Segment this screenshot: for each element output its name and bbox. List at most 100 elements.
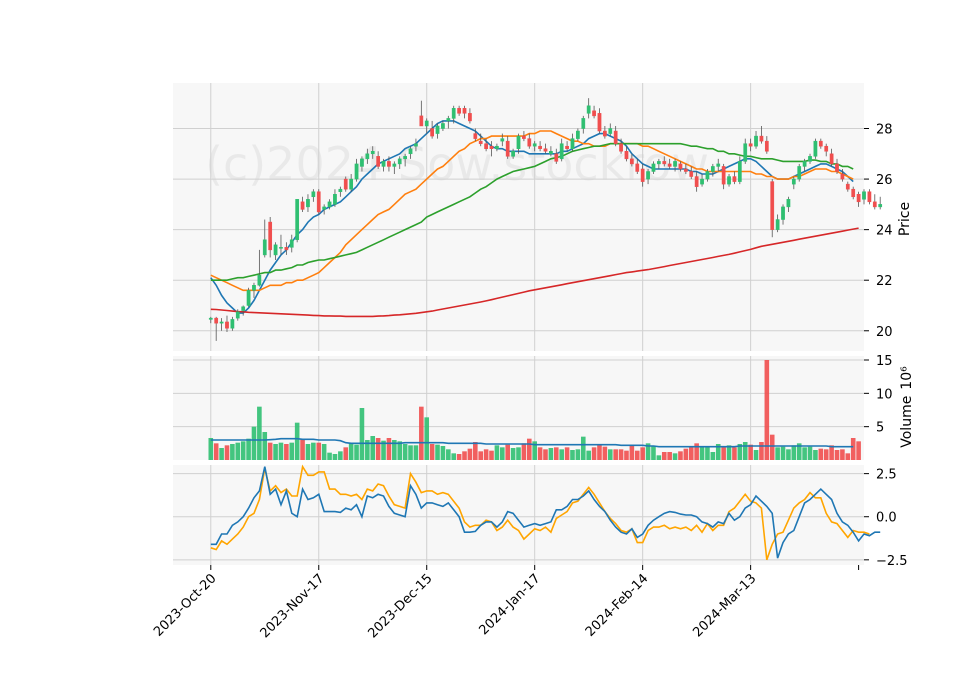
candle-body	[354, 163, 359, 180]
candle-body	[327, 201, 332, 208]
candle-body	[311, 191, 316, 198]
volume-bar	[726, 445, 732, 460]
candle-body	[705, 171, 710, 180]
candle-body	[306, 199, 310, 208]
volume-bar	[278, 442, 284, 460]
volume-bar	[624, 450, 629, 460]
candle-body	[727, 176, 731, 185]
x-tick-label: 2024-Feb-14	[583, 571, 652, 640]
candle-body	[543, 148, 548, 152]
candle-body	[581, 118, 586, 129]
volume-bar	[467, 448, 473, 460]
volume-bar	[591, 447, 597, 460]
volume-bar	[348, 442, 354, 460]
volume-bar	[456, 454, 462, 460]
volume-bar	[564, 447, 570, 460]
x-tick-label: 2023-Oct-20	[151, 571, 219, 639]
candle-body	[532, 143, 537, 147]
volume-bar	[710, 452, 716, 460]
volume-bar	[580, 436, 586, 460]
candle-body	[829, 153, 834, 165]
candle-body	[500, 138, 505, 142]
candle-body	[365, 153, 370, 160]
candle-body	[370, 151, 375, 155]
candle-body	[489, 145, 494, 149]
volume-bar	[262, 432, 268, 460]
volume-bar	[570, 450, 575, 460]
volume-bar	[213, 443, 219, 460]
volume-bar	[721, 446, 726, 460]
candle-body	[527, 138, 532, 147]
volume-bar	[332, 454, 338, 460]
candle-body	[300, 201, 305, 210]
x-tick-label: 2023-Nov-17	[258, 571, 328, 641]
y-tick-label: 10	[876, 387, 893, 402]
volume-average-line	[210, 437, 854, 448]
volume-bar	[575, 449, 581, 460]
candle-body	[786, 199, 791, 208]
volume-panel-background	[173, 356, 864, 460]
volume-bar	[715, 444, 721, 460]
volume-bar	[586, 450, 591, 460]
candle-body	[289, 239, 294, 248]
volume-bar	[240, 441, 246, 460]
volume-bar	[602, 446, 608, 460]
volume-bar	[823, 449, 829, 460]
candle-body	[462, 108, 467, 114]
candle-body	[230, 319, 235, 329]
candlesticks	[208, 98, 883, 341]
volume-bar	[613, 449, 618, 460]
candle-body	[770, 181, 775, 230]
volume-bar	[408, 445, 413, 460]
volume-bar	[219, 448, 224, 460]
candle-body	[376, 156, 381, 167]
volume-bar	[224, 445, 230, 460]
volume-bar	[386, 438, 392, 460]
price-panel: (c)2024 Sow.stockrow 20 22 24 26 28 Price	[173, 83, 913, 351]
indicator-grid	[173, 465, 864, 565]
candle-body	[662, 161, 667, 165]
candle-body	[549, 151, 553, 155]
volume-bar	[359, 408, 365, 460]
candle-body	[505, 140, 510, 157]
candle-body	[737, 161, 742, 182]
candle-body	[673, 161, 677, 167]
candle-body	[435, 125, 440, 134]
candle-body	[538, 145, 542, 149]
candle-body	[629, 158, 634, 165]
moving-average-line	[210, 227, 859, 318]
volume-bar	[338, 451, 343, 460]
volume-bar	[305, 444, 311, 460]
volume-bar	[473, 442, 478, 460]
volume-bar	[284, 444, 289, 460]
candle-body	[851, 188, 856, 198]
volume-average-line-path	[210, 437, 854, 448]
candle-body	[656, 161, 661, 165]
date-x-axis: 2023-Oct-20 2023-Nov-17 2023-Dec-15 2024-Ja…	[151, 565, 860, 641]
volume-bar	[489, 450, 494, 460]
volume-bars	[208, 360, 861, 460]
candle-body	[867, 191, 872, 203]
volume-bar	[548, 448, 554, 460]
volume-bar	[829, 445, 834, 460]
candle-body	[322, 206, 327, 210]
volume-bar	[683, 448, 689, 460]
volume-bar	[791, 445, 797, 460]
volume-bar	[775, 447, 780, 460]
volume-bar	[392, 440, 397, 460]
candle-body	[257, 274, 262, 286]
candle-body	[646, 171, 650, 180]
candle-body	[295, 199, 300, 241]
candle-body	[338, 188, 343, 192]
candle-body	[214, 317, 219, 324]
candle-body	[651, 163, 656, 172]
volume-bar	[521, 443, 527, 460]
candle-body	[613, 130, 618, 144]
volume-bar	[343, 447, 349, 460]
volume-y-ticks: 5 10 15	[864, 354, 893, 436]
y-tick-label: 28	[876, 123, 893, 138]
candle-body	[743, 143, 748, 162]
volume-bar	[375, 438, 381, 460]
price-panel-background	[173, 83, 864, 351]
price-y-ticks: 20 22 24 26 28	[864, 123, 893, 340]
